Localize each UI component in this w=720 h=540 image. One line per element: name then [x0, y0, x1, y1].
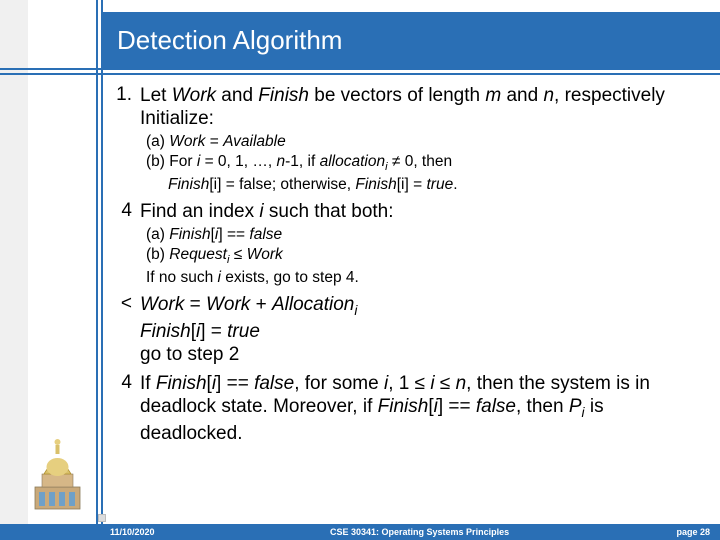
step-number: 4	[112, 200, 140, 222]
step-text: Find an index i such that both:	[140, 200, 702, 223]
step-number: 1.	[112, 84, 140, 106]
horizontal-rule-2	[0, 73, 720, 75]
step-text: Work = Work + AllocationiFinish[i] = tru…	[140, 293, 702, 366]
vertical-rule-1	[96, 0, 98, 540]
step-4: 4 If Finish[i] == false, for some i, 1 ≤…	[112, 372, 702, 445]
horizontal-rule-1	[0, 68, 720, 70]
footer-page: page 28	[676, 527, 710, 537]
step-sub: (a) Finish[i] == false(b) Requesti ≤ Wor…	[146, 225, 702, 287]
content-area: 1. Let Work and Finish be vectors of len…	[112, 84, 702, 451]
step-number: 4	[112, 372, 140, 394]
footer-date: 11/10/2020	[110, 527, 155, 537]
footer-course: CSE 30341: Operating Systems Principles	[330, 527, 509, 537]
slide: Detection Algorithm 1. Let Work and Fini…	[0, 0, 720, 540]
step-sub: (a) Work = Available(b) For i = 0, 1, …,…	[146, 132, 702, 194]
footer-bar: 11/10/2020 CSE 30341: Operating Systems …	[0, 524, 720, 540]
rail-bg-strip	[0, 0, 28, 540]
step-3: < Work = Work + AllocationiFinish[i] = t…	[112, 293, 702, 366]
vertical-rule-2	[101, 0, 103, 540]
step-2: 4 Find an index i such that both: (a) Fi…	[112, 200, 702, 287]
step-text: Let Work and Finish be vectors of length…	[140, 84, 702, 130]
corner-square-icon	[98, 514, 106, 522]
step-text: If Finish[i] == false, for some i, 1 ≤ i…	[140, 372, 702, 445]
title-bar: Detection Algorithm	[103, 12, 720, 68]
step-number: <	[112, 293, 140, 315]
step-1: 1. Let Work and Finish be vectors of len…	[112, 84, 702, 194]
slide-title: Detection Algorithm	[103, 25, 342, 56]
dome-icon	[30, 432, 85, 512]
